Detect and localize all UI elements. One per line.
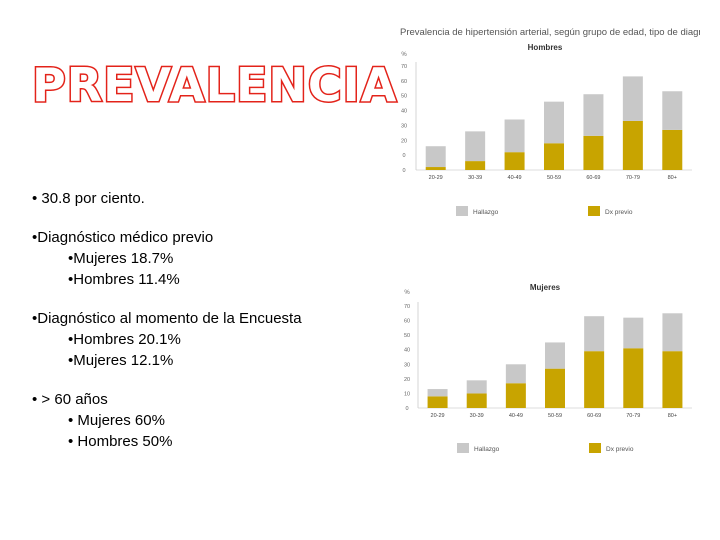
y-tick-label: 0 — [402, 168, 405, 174]
y-tick-label: 20 — [404, 377, 410, 383]
legend-label: Dx previo — [605, 209, 633, 216]
y-tick-label: 50 — [404, 333, 410, 339]
y-tick-label: 30 — [401, 123, 407, 129]
bullet-list: • 30.8 por ciento. •Diagnóstico médico p… — [32, 188, 372, 452]
bar-hallazgo-80+ — [662, 91, 683, 130]
chart-mujeres: Mujeres% 70 60 50 40 30 20 10 0 20-29 30-39 40-49 50… — [404, 283, 692, 453]
x-tick-label: 50-59 — [548, 413, 562, 419]
bar-hallazgo-60-69 — [584, 316, 605, 352]
bar-hallazgo-30-39 — [466, 380, 487, 394]
legend-swatch — [589, 443, 601, 453]
y-tick-label: 40 — [404, 348, 410, 354]
y-unit-label: % — [404, 290, 410, 296]
bullet-item: • 30.8 por ciento. — [32, 190, 145, 207]
x-tick-label: 40-49 — [509, 413, 523, 419]
x-tick-label: 40-49 — [508, 175, 522, 181]
bar-hallazgo-80+ — [662, 313, 683, 352]
bullet-item: • > 60 años — [32, 391, 108, 408]
bar-dx-previo-80+ — [662, 351, 683, 408]
bar-hallazgo-40-49 — [504, 119, 525, 153]
bullet-sub-item: • Hombres 50% — [68, 433, 173, 450]
bullet-sub-item: •Hombres 11.4% — [68, 271, 180, 288]
bar-hallazgo-30-39 — [465, 131, 486, 162]
chart-hombres: Prevalencia de hipertensión arterial, se… — [400, 27, 700, 216]
y-tick-label: 10 — [404, 391, 410, 397]
x-tick-label: 50-59 — [547, 175, 561, 181]
bar-hallazgo-60-69 — [583, 94, 604, 136]
bullet-sub-item: • Mujeres 60% — [68, 412, 165, 429]
bar-hallazgo-70-79 — [623, 317, 644, 349]
y-tick-label: 60 — [401, 79, 407, 85]
x-tick-label: 70-79 — [626, 413, 640, 419]
legend-swatch — [457, 443, 469, 453]
bar-dx-previo-60-69 — [583, 135, 604, 170]
bar-dx-previo-30-39 — [466, 393, 487, 408]
x-tick-label: 80+ — [668, 175, 677, 181]
bullet-item: •Diagnóstico médico previo — [32, 229, 214, 246]
y-tick-label: 70 — [401, 64, 407, 70]
bar-dx-previo-70-79 — [622, 120, 643, 170]
bar-dx-previo-80+ — [662, 129, 683, 170]
x-tick-label: 30-39 — [470, 413, 484, 419]
bar-hallazgo-50-59 — [544, 101, 564, 144]
chart-title: Mujeres — [530, 283, 561, 292]
y-tick-label: 0 — [402, 153, 405, 159]
y-tick-label: 70 — [404, 304, 410, 310]
bar-hallazgo-70-79 — [622, 76, 643, 121]
bar-dx-previo-20-29 — [427, 396, 448, 408]
legend-label: Hallazgo — [473, 209, 499, 216]
bar-hallazgo-20-29 — [427, 389, 448, 397]
bar-dx-previo-70-79 — [623, 348, 644, 408]
bar-dx-previo-60-69 — [584, 351, 605, 408]
x-tick-label: 30-39 — [468, 175, 482, 181]
legend-swatch — [456, 206, 468, 216]
y-tick-label: 20 — [401, 138, 407, 144]
y-tick-label: 50 — [401, 94, 407, 100]
y-tick-label: 30 — [404, 362, 410, 368]
bullet-item: •Diagnóstico al momento de la Encuesta — [32, 310, 302, 327]
bar-hallazgo-20-29 — [425, 146, 446, 168]
slide-title: PREVALENCIA — [30, 57, 398, 114]
x-tick-label: 20-29 — [429, 175, 443, 181]
bar-hallazgo-50-59 — [545, 342, 565, 369]
x-tick-label: 60-69 — [586, 175, 600, 181]
y-tick-label: 40 — [401, 109, 407, 115]
bar-dx-previo-20-29 — [425, 167, 446, 170]
bar-dx-previo-50-59 — [545, 368, 565, 408]
y-tick-label: 60 — [404, 319, 410, 325]
bar-hallazgo-40-49 — [505, 364, 526, 384]
x-tick-label: 20-29 — [431, 413, 445, 419]
bar-dx-previo-40-49 — [505, 383, 526, 408]
legend-swatch — [588, 206, 600, 216]
legend-label: Dx previo — [606, 446, 634, 453]
x-tick-label: 70-79 — [626, 175, 640, 181]
bar-dx-previo-30-39 — [465, 161, 486, 170]
chart-title: Hombres — [528, 43, 563, 52]
figure-title: Prevalencia de hipertensión arterial, se… — [400, 27, 700, 38]
bullet-sub-item: •Mujeres 18.7% — [68, 250, 174, 267]
bar-dx-previo-40-49 — [504, 152, 525, 170]
legend-label: Hallazgo — [474, 446, 500, 453]
bullet-sub-item: •Hombres 20.1% — [68, 331, 181, 348]
bar-dx-previo-50-59 — [544, 143, 564, 170]
x-tick-label: 60-69 — [587, 413, 601, 419]
y-tick-label: 0 — [405, 406, 408, 412]
x-tick-label: 80+ — [668, 413, 677, 419]
bullet-sub-item: •Mujeres 12.1% — [68, 352, 174, 369]
y-unit-label: % — [401, 52, 407, 58]
